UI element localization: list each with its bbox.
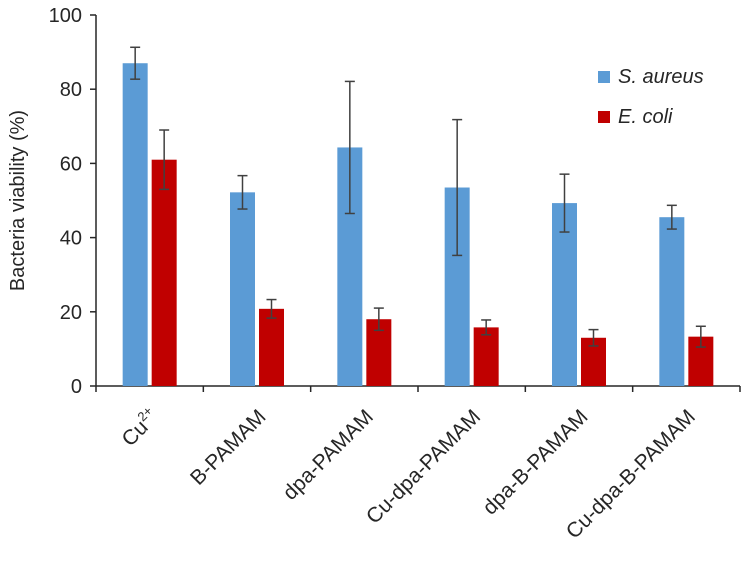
legend-label: S. aureus: [618, 66, 704, 88]
y-tick-label: 60: [60, 153, 82, 175]
y-tick-label: 40: [60, 228, 82, 250]
category-label-text: dpa-B-PAMAM: [478, 405, 592, 519]
bar-s-aureus-1: [230, 192, 255, 386]
category-label: Cu2+: [115, 403, 163, 451]
y-tick-label: 80: [60, 79, 82, 101]
category-label: B-PAMAM: [186, 405, 270, 489]
bar-e-coli-0: [151, 159, 177, 386]
category-label: Cu-dpa-PAMAM: [362, 405, 485, 528]
legend-swatch: [598, 71, 610, 83]
category-label-text: dpa-PAMAM: [279, 405, 378, 504]
bar-e-coli-1: [259, 308, 284, 386]
legend-swatch: [598, 111, 610, 123]
bar-s-aureus-5: [659, 217, 685, 386]
category-label-text: Cu-dpa-PAMAM: [362, 405, 485, 528]
category-label-text: B-PAMAM: [186, 405, 270, 489]
bar-s-aureus-0: [122, 63, 148, 386]
bar-e-coli-3: [473, 327, 499, 386]
y-tick-label: 20: [60, 302, 82, 324]
category-label: dpa-PAMAM: [279, 405, 378, 504]
legend-label: E. coli: [618, 106, 673, 128]
y-tick-label: 100: [49, 5, 82, 27]
bar-s-aureus-4: [552, 203, 577, 386]
category-label: dpa-B-PAMAM: [478, 405, 592, 519]
y-axis-title: Bacteria viability (%): [7, 110, 29, 291]
y-tick-label: 0: [71, 376, 82, 398]
